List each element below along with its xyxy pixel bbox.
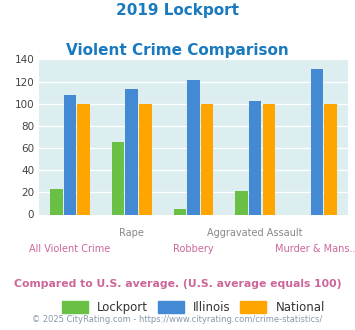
Bar <box>187 81 200 214</box>
Bar <box>201 104 213 214</box>
Text: 2019 Lockport: 2019 Lockport <box>116 3 239 18</box>
Text: Violent Crime Comparison: Violent Crime Comparison <box>66 43 289 58</box>
Bar <box>112 143 124 214</box>
Bar <box>64 95 76 214</box>
Text: Compared to U.S. average. (U.S. average equals 100): Compared to U.S. average. (U.S. average … <box>14 279 341 289</box>
Bar <box>139 104 152 214</box>
Bar <box>50 189 62 214</box>
Text: All Violent Crime: All Violent Crime <box>29 244 110 254</box>
Text: Murder & Mans...: Murder & Mans... <box>275 244 355 254</box>
Text: Robbery: Robbery <box>173 244 214 254</box>
Text: Aggravated Assault: Aggravated Assault <box>207 228 303 238</box>
Bar <box>311 69 323 214</box>
Text: Rape: Rape <box>119 228 144 238</box>
Legend: Lockport, Illinois, National: Lockport, Illinois, National <box>62 301 325 314</box>
Bar <box>235 191 248 214</box>
Bar <box>174 209 186 215</box>
Bar <box>263 104 275 214</box>
Bar <box>77 104 90 214</box>
Bar <box>125 89 138 214</box>
Bar <box>324 104 337 214</box>
Text: © 2025 CityRating.com - https://www.cityrating.com/crime-statistics/: © 2025 CityRating.com - https://www.city… <box>32 315 323 324</box>
Bar <box>249 102 262 214</box>
